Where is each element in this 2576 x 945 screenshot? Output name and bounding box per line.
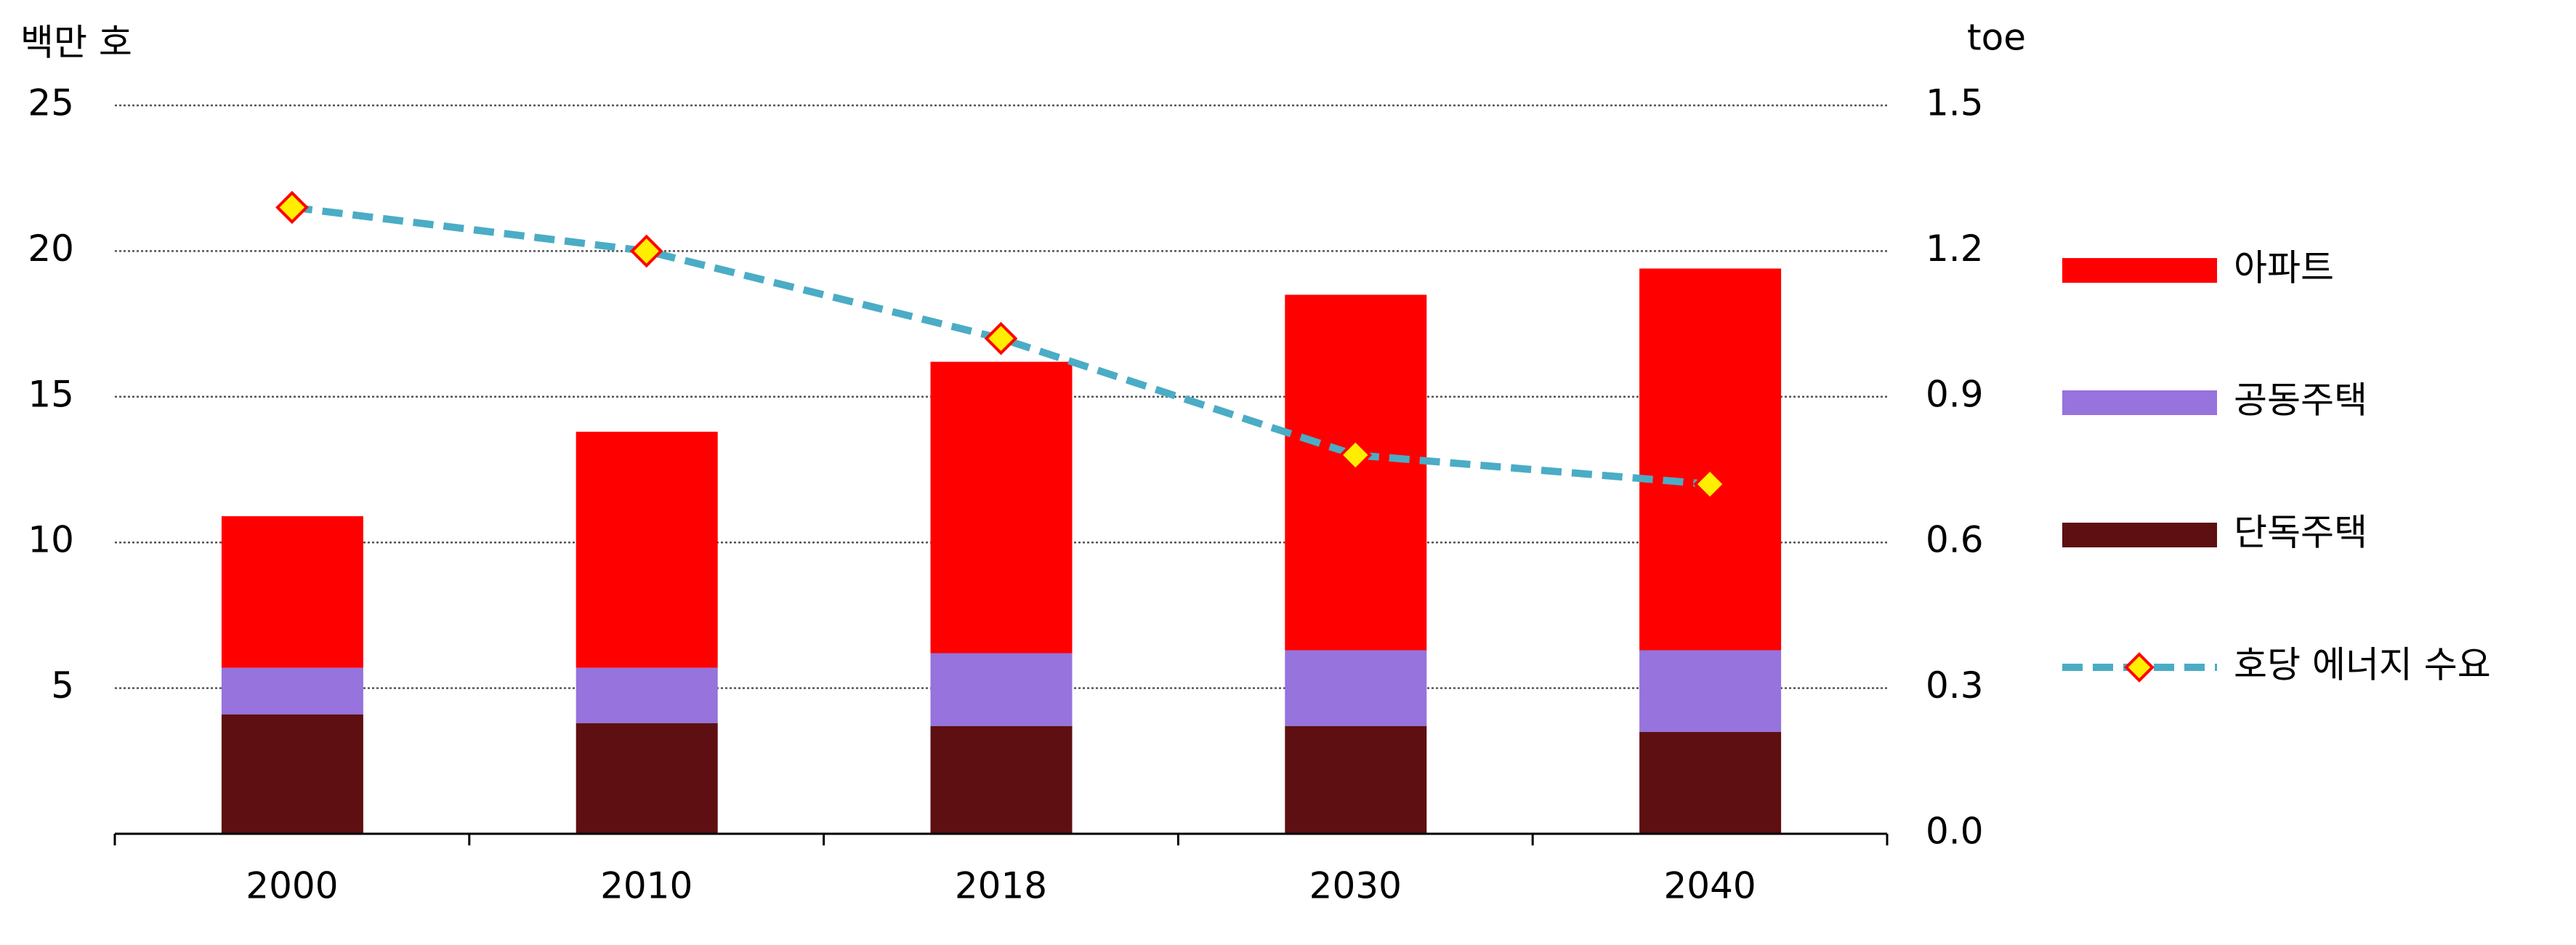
bar — [1285, 650, 1427, 726]
legend-swatch — [2062, 523, 2217, 547]
marker — [984, 321, 1018, 355]
y2-tick-label: 0.6 — [1926, 519, 1984, 561]
bar — [930, 725, 1073, 834]
legend-label: 아파트 — [2234, 247, 2334, 289]
bar — [1639, 650, 1782, 732]
x-tick-label: 2010 — [600, 865, 693, 907]
x-tick-label: 2000 — [246, 865, 338, 907]
bar — [1639, 268, 1782, 651]
y2-tick-label: 0.9 — [1926, 373, 1984, 415]
x-tick-label: 2030 — [1309, 865, 1402, 907]
y-tick-label: 15 — [28, 373, 74, 415]
bar — [1285, 725, 1427, 834]
y-axis-label: 백만 호 — [20, 22, 132, 64]
legend-swatch — [2062, 258, 2217, 283]
legend-label: 호당 에너지 수요 — [2234, 644, 2491, 686]
y-tick-label: 20 — [28, 228, 74, 270]
marker — [1693, 467, 1727, 501]
x-tick-label: 2040 — [1663, 865, 1756, 907]
legend-label: 공동주택 — [2234, 379, 2367, 422]
bar — [576, 723, 718, 834]
legend-marker — [2124, 652, 2155, 683]
y2-axis-label: toe — [1967, 17, 2026, 59]
bar — [930, 361, 1073, 654]
y-tick-label: 10 — [28, 519, 74, 561]
bar — [576, 431, 718, 668]
legend-swatch — [2062, 390, 2217, 415]
y2-tick-label: 0.3 — [1926, 664, 1984, 707]
bar — [576, 667, 718, 723]
bar — [221, 667, 363, 715]
marker — [275, 190, 309, 225]
y-tick-label: 25 — [28, 82, 74, 124]
marker — [629, 234, 663, 268]
legend-label: 단독주택 — [2234, 512, 2367, 554]
bar — [1639, 731, 1782, 834]
bar — [221, 516, 363, 668]
bar — [1285, 294, 1427, 651]
bar — [930, 653, 1073, 726]
bar — [221, 714, 363, 834]
y2-tick-label: 0.0 — [1926, 811, 1984, 853]
y2-tick-label: 1.5 — [1926, 82, 1984, 124]
marker — [1339, 438, 1373, 472]
y-tick-label: 5 — [51, 664, 74, 707]
x-tick-label: 2018 — [955, 865, 1047, 907]
y2-tick-label: 1.2 — [1926, 228, 1984, 270]
